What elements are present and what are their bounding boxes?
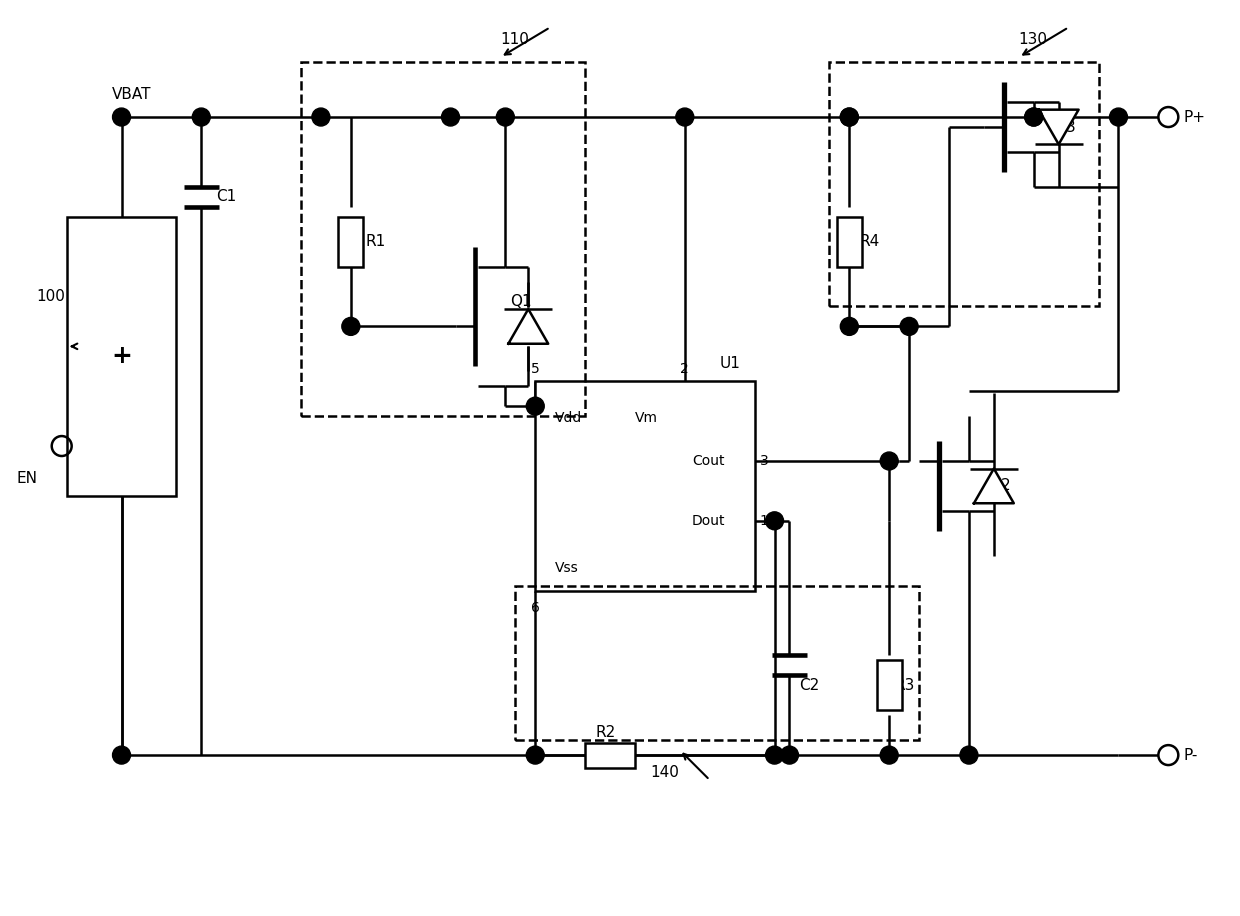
Text: R1: R1 [366,234,386,249]
Bar [877,660,901,710]
Text: C1: C1 [216,190,237,204]
Circle shape [780,747,799,764]
Text: 3: 3 [760,454,769,468]
Circle shape [526,747,544,764]
Text: Vm: Vm [635,411,658,425]
Circle shape [113,747,130,764]
Circle shape [1024,108,1043,126]
Text: 100: 100 [37,289,66,304]
Bar [301,62,585,416]
Text: R4: R4 [859,234,879,249]
Text: 6: 6 [531,601,539,615]
Text: Cout: Cout [692,454,724,468]
Bar [67,217,176,496]
Circle shape [841,108,858,126]
Circle shape [1024,108,1043,126]
Circle shape [1110,108,1127,126]
Circle shape [496,108,515,126]
Circle shape [765,747,784,764]
Circle shape [841,318,858,335]
Circle shape [312,108,330,126]
Text: Q3: Q3 [1054,119,1075,135]
Circle shape [960,747,978,764]
Bar [837,217,862,267]
Circle shape [526,398,544,415]
Text: Q2: Q2 [988,478,1011,494]
Circle shape [765,512,784,529]
Circle shape [113,108,130,126]
Text: Vdd: Vdd [556,411,583,425]
Polygon shape [508,309,548,344]
Polygon shape [1039,110,1079,145]
Circle shape [880,452,898,470]
Text: U1: U1 [719,356,740,371]
Text: 110: 110 [501,32,529,48]
Text: 2: 2 [681,362,689,376]
Circle shape [441,108,460,126]
Text: 130: 130 [1019,32,1048,48]
Circle shape [841,108,858,126]
Bar [536,381,755,591]
Text: +: + [112,344,131,368]
Text: P-: P- [1183,747,1198,763]
Text: 140: 140 [650,765,678,780]
Text: 5: 5 [531,362,539,376]
Circle shape [192,108,211,126]
Polygon shape [973,469,1014,503]
Text: Dout: Dout [691,514,724,528]
Text: C2: C2 [800,678,820,692]
Bar [830,62,1099,307]
Text: EN: EN [17,471,38,486]
Circle shape [342,318,360,335]
Text: 1: 1 [760,514,769,528]
Text: Q1: Q1 [511,294,532,309]
Circle shape [880,747,898,764]
Bar [339,217,363,267]
Circle shape [900,318,918,335]
Text: P+: P+ [1183,110,1205,125]
Text: R3: R3 [894,678,915,692]
Circle shape [676,108,693,126]
Text: R2: R2 [595,725,615,740]
Bar [516,585,919,740]
Text: Vss: Vss [556,561,579,574]
Text: VBAT: VBAT [112,87,151,102]
Bar [585,743,635,768]
